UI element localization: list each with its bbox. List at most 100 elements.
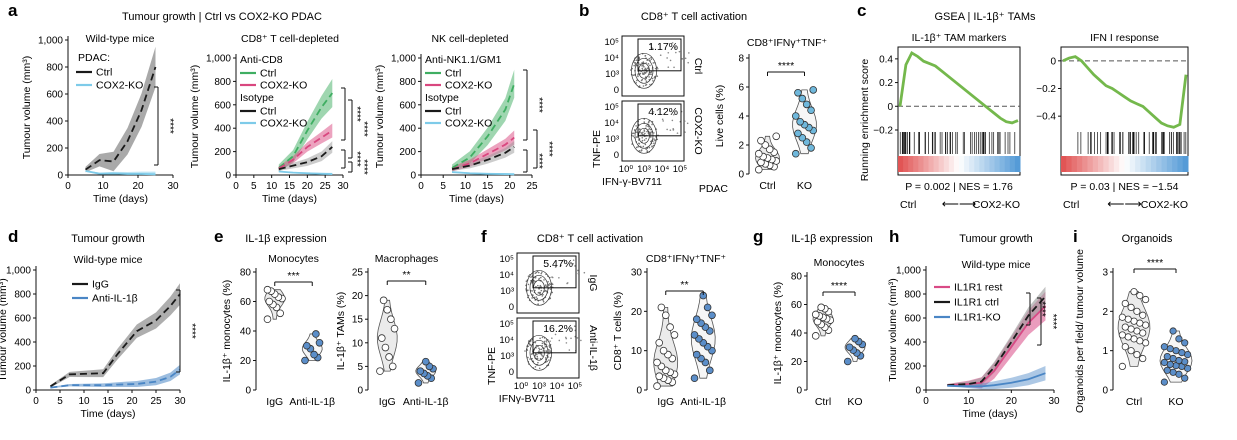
flow-event: [534, 272, 537, 274]
series-band: [278, 123, 333, 171]
flow-event: [537, 284, 539, 287]
flow-event: [538, 348, 541, 351]
data-point: [798, 94, 807, 103]
rank-gradient-cell: [938, 156, 945, 172]
gate-percent: 5.47%: [543, 258, 573, 270]
flow-event: [654, 139, 657, 141]
x-tick-label: 10⁵: [568, 381, 583, 392]
y-tick-label: 40: [791, 329, 803, 340]
flow-event: [551, 291, 554, 294]
rank-gradient-cell: [1082, 156, 1088, 172]
flow-event: [653, 138, 655, 140]
y-axis-label: IL-1β⁺ TAMs (%): [335, 292, 347, 370]
flow-event: [532, 294, 534, 297]
y-tick-label: 10⁵: [604, 37, 619, 48]
y-tick-label: 400: [14, 338, 31, 349]
legend-title: Anti-CD8: [240, 54, 283, 66]
rank-gradient-cell: [1172, 156, 1178, 172]
x-tick-label: 10⁴: [550, 381, 565, 392]
data-point: [1121, 299, 1129, 308]
y-axis-label: Tumour volume (mm³): [0, 278, 9, 381]
category-label: KO: [847, 396, 862, 408]
flow-event: [529, 344, 532, 346]
legend-label: IL1R1 rest: [954, 282, 1003, 294]
flow-event: [653, 132, 655, 134]
x-tick-label: 5: [440, 181, 446, 192]
flow-event: [542, 300, 545, 303]
legend-label: IL1R1 ctrl: [954, 297, 999, 309]
series-line: [85, 170, 156, 176]
data-point: [1181, 358, 1189, 366]
flow-event: [577, 269, 579, 272]
rank-gradient-cell: [1087, 156, 1094, 172]
panel-letter-i: i: [1073, 227, 1078, 246]
data-point: [377, 334, 386, 342]
data-point: [388, 362, 397, 371]
data-point: [416, 367, 425, 375]
series-band: [947, 366, 1046, 390]
flow-event: [527, 289, 529, 291]
y-tick-label: 20: [631, 307, 643, 318]
series-line: [947, 372, 1046, 388]
x-right-label: COX2-KO: [1141, 199, 1188, 211]
flow-event: [534, 341, 537, 344]
rank-gradient-cell: [1177, 156, 1184, 172]
flow-event: [681, 58, 684, 60]
significance-label: ****: [164, 118, 175, 134]
rank-gradient-cell: [953, 156, 960, 172]
category-label: KO: [797, 180, 812, 192]
panel-letter-g: g: [753, 227, 763, 246]
rank-gradient-cell: [1135, 156, 1141, 172]
panel-title-a: Tumour growth | Ctrl vs COX2-KO PDAC: [122, 11, 322, 23]
y-axis-label: Live cells (%): [714, 85, 726, 147]
y-tick-label: 0: [225, 171, 231, 182]
y-tick-label: 0: [509, 367, 514, 378]
chart-title: Macrophages: [375, 253, 439, 265]
y-tick-label: 200: [214, 147, 231, 158]
flow-event: [533, 296, 536, 299]
data-point: [791, 112, 800, 120]
data-point: [381, 343, 390, 352]
flow-event: [633, 64, 635, 67]
data-point: [692, 350, 701, 359]
significance-label: ****: [831, 280, 847, 292]
y-tick-label: 0: [25, 386, 31, 397]
flow-event: [643, 130, 646, 132]
y-tick-label: 2: [738, 141, 744, 152]
data-point: [1181, 339, 1189, 347]
flow-event: [547, 348, 550, 351]
rank-gradient-cell: [943, 156, 950, 172]
flow-event: [640, 149, 643, 151]
flow-event: [536, 355, 539, 358]
flow-event: [572, 262, 574, 265]
flow-event: [674, 46, 677, 49]
x-tick-label: 5: [57, 396, 63, 407]
flow-event: [644, 78, 647, 81]
flow-event: [536, 297, 539, 300]
x-tick-label: 10³: [532, 381, 546, 392]
gate-percent: 4.12%: [648, 106, 678, 118]
significance-label: ****: [358, 159, 369, 175]
flow-event: [632, 135, 635, 137]
flow-event: [549, 340, 551, 342]
panel-letter-d: d: [8, 227, 18, 246]
rank-gradient-cell: [1166, 156, 1173, 172]
legend-label: Ctrl: [96, 67, 112, 79]
flow-event: [643, 139, 646, 141]
flow-event: [542, 293, 544, 296]
panel-letter-b: b: [579, 1, 589, 20]
rank-gradient-cell: [918, 156, 924, 172]
flow-event: [574, 265, 576, 267]
y-axis-label: TNF-PE: [486, 347, 498, 385]
flow-event: [633, 132, 635, 134]
y-axis-label: Tumour volume (mm³): [21, 56, 33, 159]
flow-event: [568, 349, 571, 351]
y-tick-label: 200: [399, 147, 416, 158]
rank-gradient-cell: [1161, 156, 1168, 172]
y-tick-label: 3: [1102, 268, 1108, 279]
y-tick-label: 800: [14, 290, 31, 301]
x-axis-label: Time (days): [449, 193, 504, 205]
y-tick-label: 60: [240, 297, 252, 308]
significance-label: ****: [533, 153, 544, 169]
